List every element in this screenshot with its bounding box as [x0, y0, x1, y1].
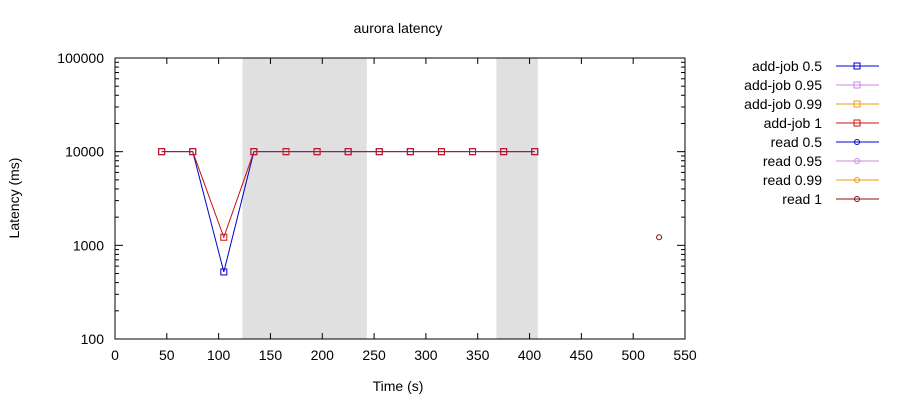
- y-axis-label: Latency (ms): [6, 158, 22, 239]
- legend: add-job 0.5 add-job 0.95 add-job 0.99 add-j…: [744, 58, 879, 207]
- legend-label: add-job 1: [764, 115, 823, 131]
- legend-marker: [854, 177, 860, 183]
- legend-label: read 0.5: [771, 134, 823, 150]
- x-tick-label: 50: [159, 347, 175, 363]
- legend-marker: [853, 62, 861, 70]
- x-tick-label: 200: [311, 347, 335, 363]
- shaded-region-1: [496, 58, 538, 339]
- x-tick-label: 350: [466, 347, 490, 363]
- data-point: [500, 148, 508, 156]
- legend-marker: [853, 81, 861, 89]
- x-tick-label: 150: [259, 347, 283, 363]
- shaded-regions: [242, 58, 538, 339]
- data-point: [437, 148, 445, 156]
- x-axis-label: Time (s): [373, 378, 424, 394]
- axes: 0 50 100 150 200 250 300 350 400 450 500 550 100 1000…: [57, 50, 697, 363]
- data-point: [406, 148, 414, 156]
- y-tick-label: 100: [81, 331, 105, 347]
- data-point: [282, 148, 290, 156]
- data-point: [220, 268, 228, 276]
- y-tick-label: 10000: [65, 144, 104, 160]
- x-tick-label: 500: [622, 347, 646, 363]
- y-tick-label: 1000: [73, 237, 104, 253]
- legend-marker: [853, 100, 861, 108]
- x-tick-label: 450: [570, 347, 594, 363]
- legend-label: read 1: [782, 191, 822, 207]
- data-point: [531, 148, 539, 156]
- x-tick-label: 300: [414, 347, 438, 363]
- x-tick-label: 550: [673, 347, 697, 363]
- legend-marker: [853, 119, 861, 127]
- data-point: [375, 148, 383, 156]
- legend-label: add-job 0.95: [744, 77, 822, 93]
- plot-frame: [114, 57, 686, 340]
- legend-label: add-job 0.99: [744, 96, 822, 112]
- legend-marker: [854, 158, 860, 164]
- x-tick-label: 0: [111, 347, 119, 363]
- data-point: [469, 148, 477, 156]
- y-tick-label: 100000: [57, 50, 104, 66]
- series-line: [161, 151, 535, 239]
- x-tick-label: 250: [362, 347, 386, 363]
- chart-title: aurora latency: [354, 20, 443, 36]
- legend-label: add-job 0.5: [752, 58, 822, 74]
- x-tick-label: 100: [207, 347, 231, 363]
- data-point: [220, 233, 228, 241]
- legend-label: read 0.95: [763, 153, 822, 169]
- data-point: [158, 148, 166, 156]
- legend-marker: [854, 139, 860, 145]
- data-point: [250, 148, 258, 156]
- shaded-region-0: [242, 58, 367, 339]
- data-point: [344, 148, 352, 156]
- data-point: [189, 148, 197, 156]
- legend-label: read 0.99: [763, 172, 822, 188]
- data-point: [656, 234, 663, 241]
- legend-marker: [854, 196, 860, 202]
- series-layer: [158, 148, 663, 276]
- data-point: [313, 148, 321, 156]
- plot-border: [114, 57, 686, 340]
- x-tick-label: 400: [518, 347, 542, 363]
